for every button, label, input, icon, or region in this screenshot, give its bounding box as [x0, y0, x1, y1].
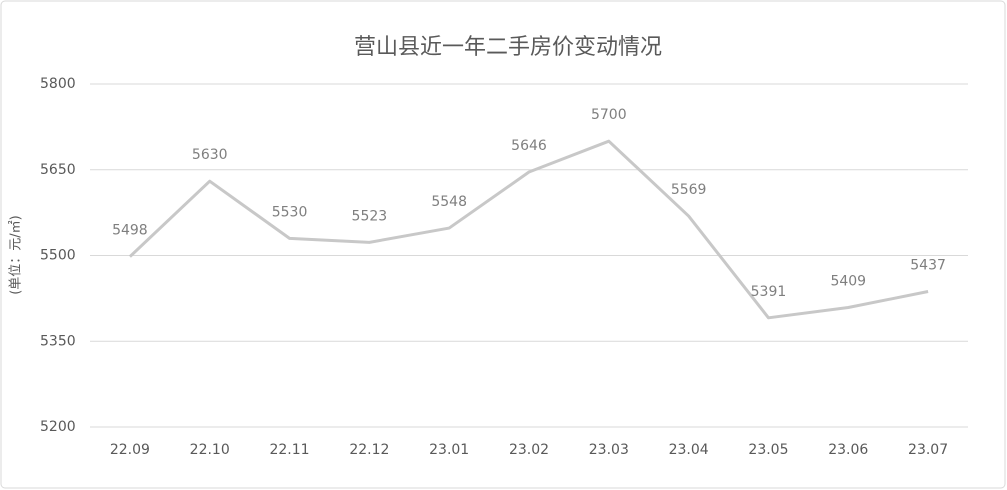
x-tick-label: 23.02 — [509, 442, 549, 458]
data-label: 5569 — [671, 182, 707, 198]
x-tick-label: 23.06 — [828, 442, 868, 458]
y-tick-label: 5650 — [40, 162, 76, 178]
x-tick-label: 22.10 — [190, 442, 230, 458]
chart-title: 营山县近一年二手房价变动情况 — [354, 35, 662, 60]
y-tick-label: 5200 — [40, 419, 76, 435]
data-label: 5523 — [352, 208, 388, 224]
data-label: 5646 — [511, 138, 547, 154]
data-label: 5437 — [910, 258, 946, 274]
y-axis-title: (单位：元/㎡) — [9, 215, 24, 295]
data-label: 5530 — [272, 204, 308, 220]
y-tick-label: 5800 — [40, 76, 76, 92]
x-tick-label: 23.04 — [669, 442, 709, 458]
data-label: 5391 — [751, 284, 787, 300]
data-label: 5548 — [431, 194, 467, 210]
x-tick-label: 22.12 — [349, 442, 389, 458]
data-label: 5409 — [830, 274, 866, 290]
x-tick-label: 23.01 — [429, 442, 469, 458]
data-label: 5700 — [591, 107, 627, 123]
x-tick-label: 23.05 — [748, 442, 788, 458]
line — [128, 139, 929, 320]
data-label: 5498 — [112, 223, 148, 239]
x-tick-label: 23.03 — [589, 442, 629, 458]
data-label: 5630 — [192, 147, 228, 163]
x-tick-label: 22.09 — [110, 442, 150, 458]
x-tick-label: 23.07 — [908, 442, 948, 458]
x-tick-label: 22.11 — [269, 442, 309, 458]
y-tick-label: 5500 — [40, 248, 76, 264]
y-tick-label: 5350 — [40, 333, 76, 349]
